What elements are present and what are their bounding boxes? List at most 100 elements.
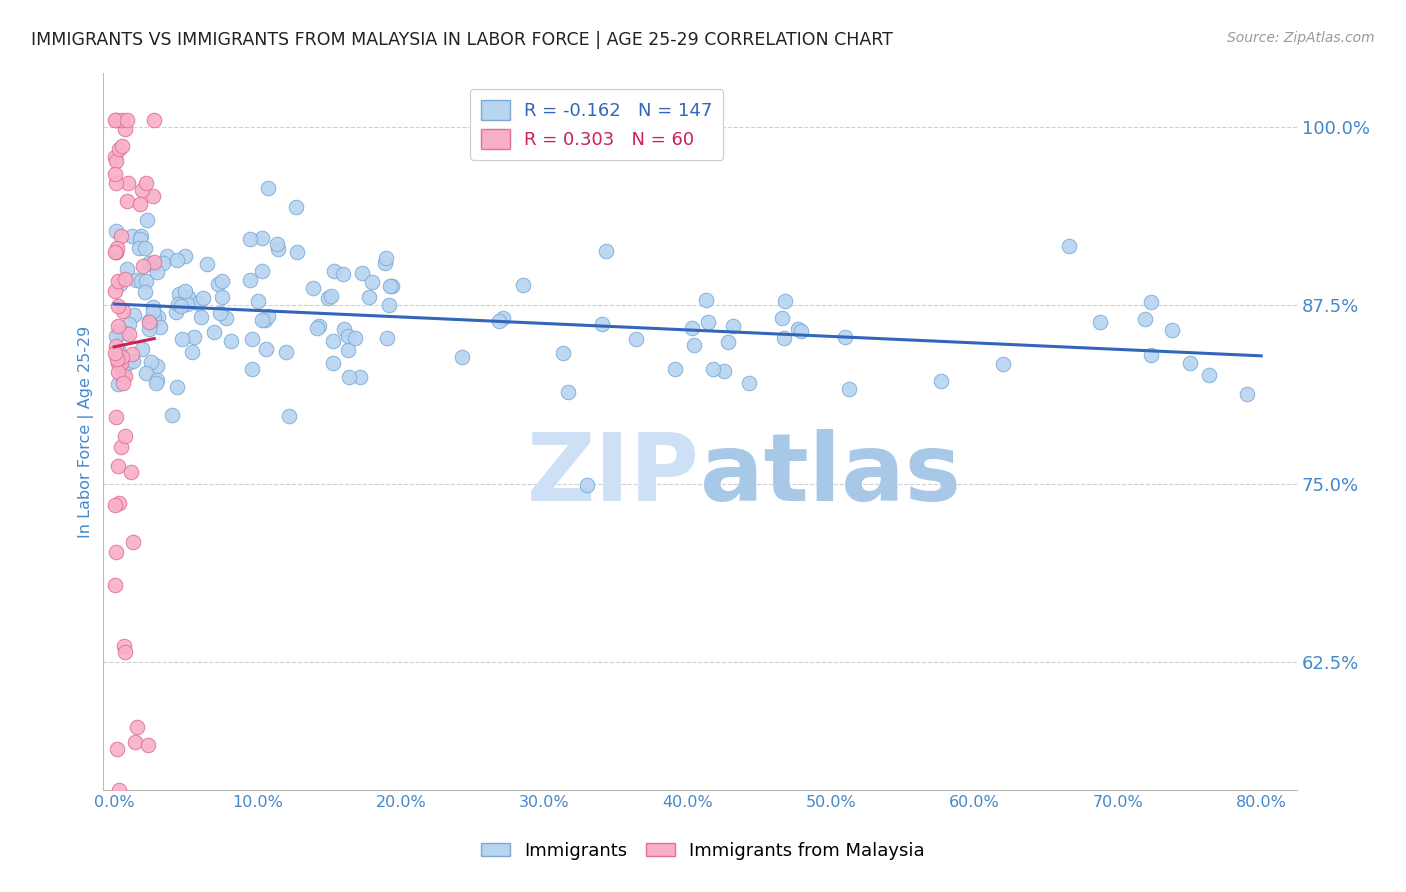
Point <box>152 255 174 269</box>
Point <box>738 376 761 390</box>
Point <box>170 299 193 313</box>
Point <box>115 261 138 276</box>
Point <box>1161 323 1184 337</box>
Point <box>682 337 704 351</box>
Point <box>1140 348 1163 362</box>
Point <box>117 176 139 190</box>
Point <box>103 167 125 181</box>
Point <box>107 325 129 339</box>
Point <box>103 150 125 164</box>
Point <box>105 339 128 353</box>
Point <box>209 305 232 319</box>
Text: atlas: atlas <box>700 429 960 521</box>
Point <box>202 325 225 339</box>
Point <box>122 534 145 549</box>
Point <box>240 361 263 376</box>
Point <box>174 284 197 298</box>
Point <box>360 275 382 289</box>
Point <box>1198 368 1220 382</box>
Point <box>337 370 360 384</box>
Point <box>104 578 127 592</box>
Point <box>266 236 288 251</box>
Point <box>512 278 534 293</box>
Point <box>104 284 127 298</box>
Point <box>239 273 262 287</box>
Point <box>104 113 127 128</box>
Point <box>1236 387 1258 401</box>
Point <box>143 254 166 268</box>
Point <box>105 245 128 260</box>
Point <box>190 310 212 324</box>
Point <box>1140 294 1163 309</box>
Text: IMMIGRANTS VS IMMIGRANTS FROM MALAYSIA IN LABOR FORCE | AGE 25-29 CORRELATION CH: IMMIGRANTS VS IMMIGRANTS FROM MALAYSIA I… <box>31 31 893 49</box>
Point <box>323 264 346 278</box>
Y-axis label: In Labor Force | Age 25-29: In Labor Force | Age 25-29 <box>79 326 94 538</box>
Point <box>211 290 233 304</box>
Point <box>156 249 179 263</box>
Point <box>134 285 156 300</box>
Point <box>145 376 167 391</box>
Point <box>122 308 145 322</box>
Point <box>252 231 274 245</box>
Point <box>1057 239 1080 253</box>
Point <box>378 279 401 293</box>
Point <box>138 314 160 328</box>
Point <box>786 322 808 336</box>
Point <box>167 297 190 311</box>
Point <box>1088 315 1111 329</box>
Legend: Immigrants, Immigrants from Malaysia: Immigrants, Immigrants from Malaysia <box>474 835 932 867</box>
Point <box>112 640 135 654</box>
Point <box>114 645 136 659</box>
Point <box>721 318 744 333</box>
Point <box>132 259 155 273</box>
Point <box>773 293 796 308</box>
Point <box>114 368 136 383</box>
Point <box>142 189 165 203</box>
Point <box>114 429 136 443</box>
Point <box>180 344 202 359</box>
Point <box>139 317 162 331</box>
Point <box>111 113 134 128</box>
Point <box>121 229 143 244</box>
Point <box>322 356 344 370</box>
Point <box>492 311 515 326</box>
Point <box>253 313 276 327</box>
Point <box>105 352 128 367</box>
Point <box>375 252 398 266</box>
Point <box>145 373 167 387</box>
Point <box>142 310 165 325</box>
Point <box>316 291 339 305</box>
Point <box>160 408 183 422</box>
Point <box>197 257 219 271</box>
Point <box>349 370 371 384</box>
Point <box>681 321 703 335</box>
Point <box>142 303 165 318</box>
Point <box>125 273 148 287</box>
Point <box>114 271 136 285</box>
Point <box>107 459 129 474</box>
Point <box>135 367 157 381</box>
Point <box>174 249 197 263</box>
Point <box>121 346 143 360</box>
Point <box>108 496 131 510</box>
Point <box>111 368 134 382</box>
Point <box>1133 312 1156 326</box>
Point <box>770 310 793 325</box>
Point <box>187 295 209 310</box>
Point <box>136 739 159 753</box>
Point <box>381 278 404 293</box>
Point <box>111 139 134 153</box>
Point <box>118 326 141 341</box>
Point <box>107 356 129 370</box>
Point <box>107 366 129 380</box>
Point <box>193 291 215 305</box>
Point <box>105 244 128 259</box>
Point <box>221 334 243 348</box>
Point <box>713 364 735 378</box>
Point <box>134 241 156 255</box>
Point <box>247 294 270 309</box>
Point <box>104 498 127 512</box>
Point <box>129 232 152 246</box>
Point <box>374 256 396 270</box>
Point <box>104 346 127 360</box>
